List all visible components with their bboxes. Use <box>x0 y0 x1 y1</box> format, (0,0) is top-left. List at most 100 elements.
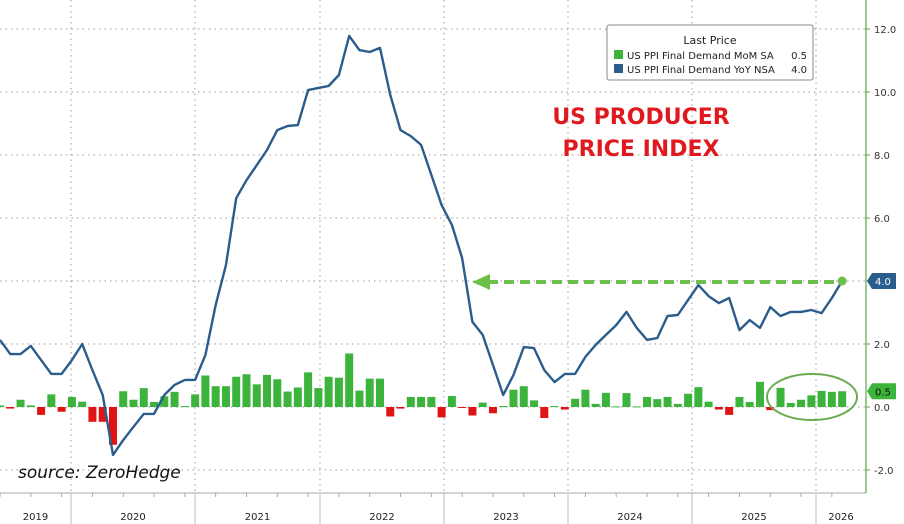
mom-bar <box>488 407 497 414</box>
mom-bar <box>375 378 384 407</box>
mom-bar <box>437 407 446 418</box>
mom-bar <box>530 400 539 407</box>
mom-bar <box>427 396 436 407</box>
mom-bar <box>776 387 785 407</box>
yoy-last-value-tag-label: 4.0 <box>875 277 891 288</box>
mom-bar <box>201 375 210 407</box>
mom-bar <box>591 403 600 407</box>
y-axis: -2.0 0.0 2.0 6.0 8.0 10.0 12.0 4.0 0.5 <box>865 0 896 493</box>
mom-bar <box>406 396 415 407</box>
mom-bar <box>447 395 456 407</box>
mom-bar <box>37 407 46 415</box>
mom-bars <box>0 353 847 445</box>
mom-bar <box>67 396 76 407</box>
highlight-ellipse <box>766 373 858 421</box>
mom-bar <box>725 407 734 415</box>
x-axis: 2019 2020 2021 2022 2023 2024 2025 2026 <box>0 492 866 524</box>
mom-bar <box>643 396 652 407</box>
x-tick-label: 2022 <box>369 512 394 523</box>
legend-swatch-yoy <box>614 64 623 73</box>
mom-bar <box>170 391 179 407</box>
mom-bar <box>807 395 816 407</box>
mom-bar <box>499 406 508 408</box>
mom-bar <box>314 388 323 407</box>
y-tick-label: 0.0 <box>874 403 890 414</box>
mom-bar <box>684 393 693 407</box>
mom-bar <box>694 387 703 407</box>
legend-value-mom: 0.5 <box>791 51 807 62</box>
mom-bar <box>653 399 662 407</box>
source-label: source: ZeroHedge <box>18 463 181 483</box>
mom-bar <box>304 372 313 407</box>
mom-bar <box>355 390 364 407</box>
mom-bar <box>26 405 35 407</box>
y-tick-label: 2.0 <box>874 340 890 351</box>
mom-bar <box>827 391 836 407</box>
y-tick-label: 6.0 <box>874 214 890 225</box>
mom-bar <box>221 386 230 407</box>
mom-bar <box>386 407 395 417</box>
mom-bar <box>560 407 569 410</box>
mom-bar <box>334 377 343 407</box>
mom-bar <box>16 399 25 407</box>
mom-bar <box>293 387 302 407</box>
mom-bar <box>365 378 374 407</box>
mom-bar <box>47 394 56 407</box>
mom-bar <box>786 402 795 407</box>
mom-bar <box>119 391 128 407</box>
mom-bar <box>673 403 682 407</box>
mom-bar <box>581 389 590 407</box>
mom-bar <box>714 407 723 410</box>
mom-last-value-tag <box>867 383 896 400</box>
mom-bar <box>550 406 559 408</box>
mom-bar <box>57 407 66 412</box>
mom-bar <box>232 376 241 407</box>
mom-bar <box>540 407 549 419</box>
mom-bar <box>283 391 292 407</box>
mom-bar <box>417 396 426 407</box>
x-tick-label: 2021 <box>245 512 270 523</box>
mom-bar <box>396 407 405 409</box>
y-tick-label: -2.0 <box>874 466 894 477</box>
x-tick-label: 2019 <box>23 512 48 523</box>
y-tick-label: 12.0 <box>874 25 896 36</box>
yoy-line <box>0 34 844 457</box>
legend-label-yoy: US PPI Final Demand YoY NSA <box>627 65 775 76</box>
mom-bar <box>838 391 847 407</box>
chart-title-line1: US PRODUCER <box>552 105 729 130</box>
legend-header: Last Price <box>683 34 736 47</box>
mom-bar <box>98 407 107 422</box>
x-tick-label: 2020 <box>120 512 145 523</box>
mom-bar <box>180 406 189 408</box>
mom-bar <box>704 401 713 407</box>
mom-bar <box>129 399 138 407</box>
mom-bar <box>0 405 4 407</box>
legend-box <box>606 24 814 81</box>
mom-bar <box>519 386 528 407</box>
x-tick-label: 2026 <box>828 512 853 523</box>
mom-bar <box>108 407 117 445</box>
mom-bar <box>150 401 159 407</box>
mom-bar <box>622 393 631 407</box>
x-tick-label: 2023 <box>493 512 518 523</box>
annotations <box>472 274 858 421</box>
mom-last-value-tag-label: 0.5 <box>875 387 891 398</box>
legend-value-yoy: 4.0 <box>791 65 807 76</box>
mom-bar <box>601 392 610 407</box>
x-tick-label: 2025 <box>741 512 766 523</box>
arrowhead-icon <box>472 274 490 290</box>
mom-bar <box>6 407 15 409</box>
legend: Last Price US PPI Final Demand MoM SA 0.… <box>606 24 814 81</box>
mom-bar <box>263 374 272 407</box>
mom-bar <box>458 407 467 408</box>
mom-bar <box>478 402 487 407</box>
mom-bar <box>324 376 333 407</box>
mom-bar <box>509 389 518 407</box>
mom-bar <box>817 390 826 407</box>
mom-bar <box>252 384 261 407</box>
legend-swatch-mom <box>614 50 623 59</box>
mom-bar <box>571 398 580 407</box>
yoy-last-value-tag <box>867 273 896 289</box>
mom-bar <box>273 379 282 407</box>
chart-title-line2: PRICE INDEX <box>563 137 720 162</box>
